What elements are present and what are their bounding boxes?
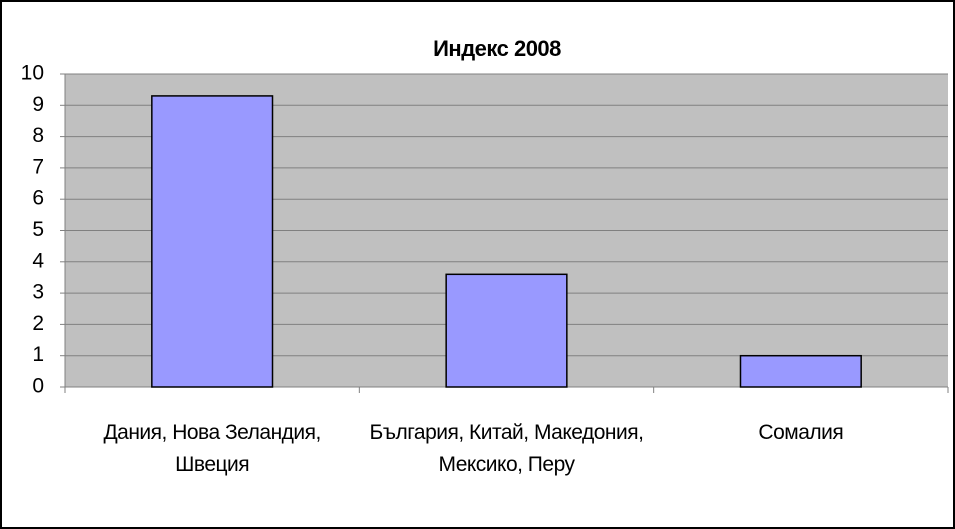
y-tick-label: 0 (32, 375, 44, 398)
y-tick-label: 9 (32, 93, 44, 116)
y-tick-label: 3 (32, 281, 44, 304)
y-tick-label: 2 (32, 312, 44, 335)
x-tick-label: Дания, Нова Зеландия, Швеция (103, 421, 321, 476)
bar (739, 354, 862, 388)
y-tick-label: 5 (32, 218, 44, 241)
bar (151, 95, 274, 388)
bar (445, 273, 568, 388)
x-tick-label: България, Китай, Македония, Мексико, Пер… (369, 421, 644, 476)
y-tick-label: 6 (32, 187, 44, 210)
y-tick-label: 4 (32, 249, 44, 272)
chart-title: Индекс 2008 (433, 36, 561, 61)
y-tick-label: 7 (32, 155, 44, 178)
y-tick-label: 1 (32, 343, 44, 366)
x-tick-label: Сомалия (758, 421, 844, 444)
y-tick-label: 8 (32, 124, 44, 147)
y-tick-label: 10 (21, 62, 44, 85)
